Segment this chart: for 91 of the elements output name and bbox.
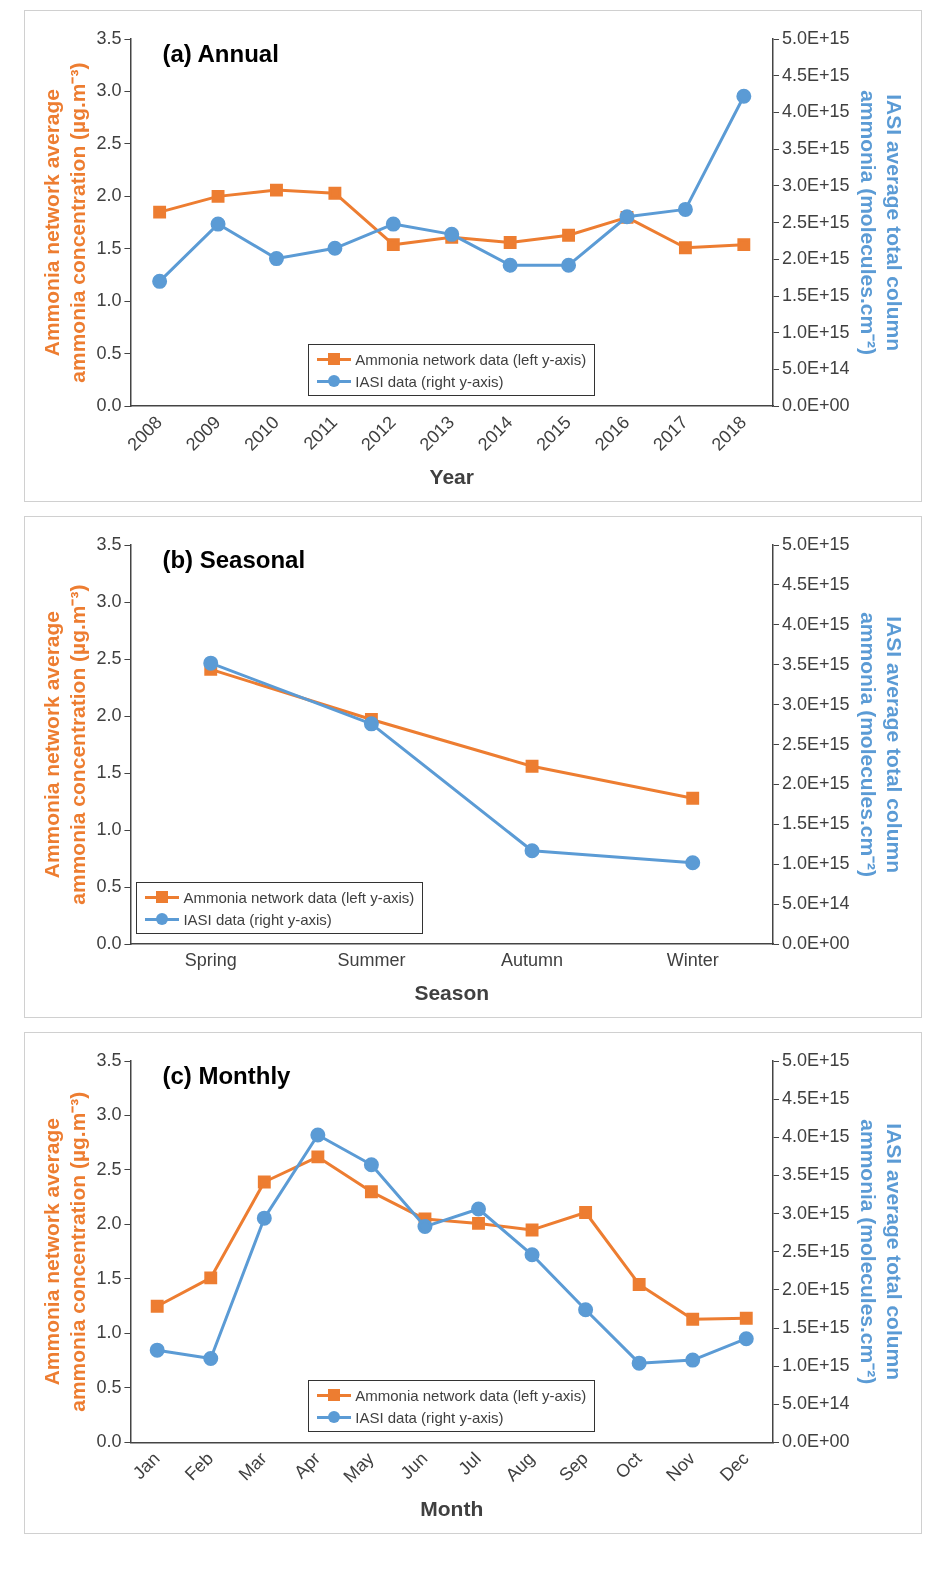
y2-tick-label: 2.5E+15 <box>782 1240 850 1261</box>
y-tick-label: 1.5 <box>96 762 122 783</box>
y2-tick-label: 1.5E+15 <box>782 1317 850 1338</box>
y-tick-label: 0.0 <box>96 395 122 416</box>
legend-label: Ammonia network data (left y-axis) <box>354 349 587 370</box>
y2-tick-label: 0.0E+00 <box>782 395 850 416</box>
y2-tick-label: 5.0E+15 <box>782 27 850 48</box>
x-axis-title: Month <box>420 1497 484 1521</box>
y2-tick-label: 4.5E+15 <box>782 1088 850 1109</box>
y2-tick-label: 2.0E+15 <box>782 773 850 794</box>
x-tick-label: Winter <box>666 949 719 970</box>
y2-tick-label: 3.5E+15 <box>782 653 850 674</box>
y2-axis-title: IASI average total column ammonia (molecules.cm⁻²) <box>857 612 906 878</box>
y-axis-title: Ammonia network average ammonia concentration (µg.m⁻³) <box>40 1091 89 1412</box>
y-tick-label: 3.5 <box>96 533 122 554</box>
legend-label: Ammonia network data (left y-axis) <box>354 1385 587 1406</box>
y-tick-label: 0.0 <box>96 933 122 954</box>
x-tick-label: Jul <box>454 1448 485 1479</box>
x-tick-label: Jan <box>128 1448 164 1483</box>
y2-tick-label: 3.0E+15 <box>782 1202 850 1223</box>
y2-tick-label: 3.0E+15 <box>782 693 850 714</box>
y-tick-label: 0.5 <box>96 876 122 897</box>
y-tick-label: 3.5 <box>96 1049 122 1070</box>
y2-axis-title: IASI average total column ammonia (molecules.cm⁻²) <box>857 1119 906 1385</box>
y2-tick-label: 1.0E+15 <box>782 1355 850 1376</box>
y2-tick-label: 1.5E+15 <box>782 813 850 834</box>
x-tick-label: Summer <box>337 949 406 970</box>
x-tick-label: May <box>339 1448 378 1487</box>
x-tick-label: Autumn <box>501 949 564 970</box>
legend-label: IASI data (right y-axis) <box>182 909 333 930</box>
y2-tick-label: 2.5E+15 <box>782 211 850 232</box>
y-axis-title: Ammonia network average ammonia concentration (µg.m⁻³) <box>40 584 89 905</box>
y2-tick-label: 0.0E+00 <box>782 1431 850 1452</box>
x-tick-label: Jun <box>396 1448 432 1483</box>
y2-tick-label: 2.0E+15 <box>782 1278 850 1299</box>
y-tick-label: 2.5 <box>96 132 122 153</box>
y2-tick-label: 2.0E+15 <box>782 248 850 269</box>
y2-tick-label: 5.0E+15 <box>782 533 850 554</box>
x-axis-title: Year <box>429 465 474 489</box>
y-tick-label: 1.0 <box>96 1322 122 1343</box>
legend-label: Ammonia network data (left y-axis) <box>182 887 415 908</box>
y2-tick-label: 3.5E+15 <box>782 138 850 159</box>
x-tick-label: Mar <box>234 1448 271 1485</box>
x-tick-label: Oct <box>611 1448 646 1483</box>
y-tick-label: 3.0 <box>96 1104 122 1125</box>
y-tick-label: 0.0 <box>96 1431 122 1452</box>
y2-tick-label: 1.0E+15 <box>782 321 850 342</box>
x-tick-label: Spring <box>184 949 237 970</box>
y2-tick-label: 1.5E+15 <box>782 285 850 306</box>
y-tick-label: 2.0 <box>96 185 122 206</box>
y2-tick-label: 4.5E+15 <box>782 64 850 85</box>
y2-tick-label: 5.0E+15 <box>782 1049 850 1070</box>
y-tick-label: 2.5 <box>96 1158 122 1179</box>
y2-tick-label: 3.5E+15 <box>782 1164 850 1185</box>
x-tick-label: Sep <box>555 1448 592 1486</box>
y-tick-label: 2.0 <box>96 1213 122 1234</box>
y2-tick-label: 0.0E+00 <box>782 933 850 954</box>
y-tick-label: 3.5 <box>96 27 122 48</box>
y-tick-label: 0.5 <box>96 1376 122 1397</box>
legend-label: IASI data (right y-axis) <box>354 371 505 392</box>
chart-title: (c) Monthly <box>162 1061 292 1089</box>
y2-tick-label: 5.0E+14 <box>782 358 850 379</box>
y-tick-label: 2.5 <box>96 648 122 669</box>
y2-tick-label: 3.0E+15 <box>782 174 850 195</box>
legend-label: IASI data (right y-axis) <box>354 1407 505 1428</box>
y2-tick-label: 4.0E+15 <box>782 613 850 634</box>
y-tick-label: 3.0 <box>96 80 122 101</box>
y-tick-label: 1.0 <box>96 819 122 840</box>
y2-tick-label: 4.0E+15 <box>782 1126 850 1147</box>
y-tick-label: 0.5 <box>96 342 122 363</box>
x-tick-label: Feb <box>181 1448 218 1485</box>
x-tick-label: Nov <box>662 1448 700 1486</box>
y-tick-label: 1.0 <box>96 290 122 311</box>
x-axis-title: Season <box>414 981 490 1005</box>
y2-tick-label: 4.0E+15 <box>782 101 850 122</box>
chart-title: (a) Annual <box>162 39 279 67</box>
y-tick-label: 1.5 <box>96 237 122 258</box>
y2-tick-label: 2.5E+15 <box>782 733 850 754</box>
x-tick-label: Dec <box>715 1448 753 1486</box>
y-tick-label: 2.0 <box>96 705 122 726</box>
y-axis-title: Ammonia network average ammonia concentration (µg.m⁻³) <box>40 62 89 383</box>
x-tick-label: Apr <box>290 1448 325 1483</box>
y2-axis-title: IASI average total column ammonia (molecules.cm⁻²) <box>857 90 906 356</box>
y2-tick-label: 5.0E+14 <box>782 893 850 914</box>
y2-tick-label: 4.5E+15 <box>782 573 850 594</box>
y-tick-label: 3.0 <box>96 591 122 611</box>
y2-tick-label: 5.0E+14 <box>782 1393 850 1414</box>
y2-tick-label: 1.0E+15 <box>782 853 850 874</box>
y-tick-label: 1.5 <box>96 1267 122 1288</box>
chart-title: (b) Seasonal <box>162 545 306 573</box>
x-tick-label: Aug <box>501 1448 539 1486</box>
